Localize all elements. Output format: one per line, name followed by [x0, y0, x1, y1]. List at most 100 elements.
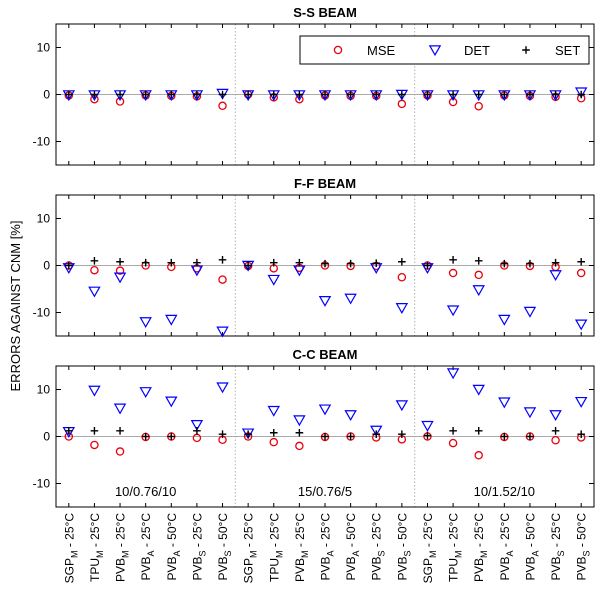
y-tick-label: 0: [43, 259, 50, 273]
category-sub: S: [556, 550, 566, 556]
category-base: PVB: [319, 557, 333, 581]
set-point: [372, 430, 381, 438]
category-label: SGPM - 25°C: [62, 513, 79, 584]
legend-marker-det: [428, 45, 442, 57]
series-det: [62, 368, 588, 440]
category-base: PVB: [216, 557, 230, 581]
category-label: PVBA - 25°C: [498, 513, 515, 581]
panel-title: F-F BEAM: [294, 176, 356, 191]
category-base: SGP: [62, 558, 76, 583]
det-point: [267, 274, 280, 286]
set-point: [65, 427, 73, 435]
category-temp: - 25°C: [370, 513, 384, 551]
det-point: [523, 306, 537, 318]
category-base: PVB: [370, 557, 384, 581]
set-point: [500, 432, 509, 441]
y-tick-label: -10: [33, 306, 51, 320]
mse-point: [474, 270, 483, 280]
set-point: [65, 261, 73, 270]
panel-1: S-S BEAM -10 0 10 MSE DET SET: [33, 5, 595, 166]
det-point: [139, 387, 152, 398]
category-sub: S: [197, 550, 207, 556]
set-point: [244, 261, 252, 270]
set-point: [321, 432, 329, 441]
legend-marker-mse: [333, 45, 343, 55]
set-point: [423, 261, 432, 270]
set-point: [321, 259, 329, 268]
y-tick-label: -10: [33, 477, 51, 491]
category-sub: A: [505, 550, 515, 556]
set-point: [193, 258, 201, 267]
mse-point: [448, 438, 458, 448]
category-temp: - 25°C: [498, 513, 512, 551]
set-point: [398, 257, 406, 266]
category-temp: - 25°C: [293, 513, 307, 551]
det-point: [446, 368, 460, 380]
category-base: PVB: [498, 557, 512, 581]
det-point: [190, 419, 204, 431]
set-point: [269, 258, 278, 267]
category-sub: M: [274, 550, 284, 558]
det-point: [574, 87, 588, 99]
set-point: [372, 90, 381, 99]
det-point: [318, 295, 332, 307]
category-base: PVB: [523, 557, 537, 581]
category-base: PVB: [293, 558, 307, 582]
set-point: [65, 90, 73, 99]
category-base: PVB: [165, 557, 179, 581]
set-point: [116, 257, 124, 266]
set-point: [474, 257, 483, 265]
mse-point: [474, 451, 483, 460]
mse-point: [448, 97, 458, 107]
set-point: [398, 430, 406, 438]
y-tick-label: -10: [33, 135, 51, 149]
group-label: 10/1.52/10: [474, 484, 535, 499]
mse-point: [115, 447, 125, 456]
series-set: [65, 256, 585, 270]
category-temp: - 25°C: [190, 513, 204, 551]
det-point: [395, 400, 409, 412]
category-sub: M: [249, 550, 259, 558]
set-point: [218, 90, 227, 99]
set-point: [526, 90, 534, 99]
category-temp: - 25°C: [267, 513, 281, 551]
y-tick-label: 0: [43, 88, 50, 102]
set-point: [269, 90, 278, 99]
panel-title: C-C BEAM: [293, 347, 358, 362]
det-point: [88, 286, 101, 298]
mse-point: [218, 101, 227, 111]
det-point: [267, 405, 280, 417]
category-label: PVBS - 25°C: [190, 513, 207, 581]
category-base: TPU: [447, 558, 461, 582]
set-point: [90, 257, 99, 265]
set-point: [295, 90, 304, 99]
category-temp: - 50°C: [165, 513, 179, 551]
mse-point: [269, 437, 279, 447]
det-point: [549, 270, 562, 282]
mse-point: [397, 272, 407, 282]
legend-label-det: DET: [464, 43, 490, 58]
set-point: [398, 90, 406, 99]
set-point: [449, 256, 457, 264]
det-point: [88, 385, 101, 397]
category-label: PVBA - 25°C: [319, 513, 336, 581]
category-sub: S: [377, 550, 387, 556]
series-set: [65, 90, 585, 99]
set-point: [346, 432, 355, 441]
det-point: [498, 397, 511, 409]
mse-point: [576, 268, 586, 278]
category-temp: - 50°C: [523, 513, 537, 551]
set-point: [116, 427, 124, 435]
legend-marker-set: [522, 46, 530, 54]
category-temp: - 25°C: [114, 513, 128, 551]
set-point: [577, 90, 585, 99]
category-sub: M: [121, 550, 131, 558]
set-point: [551, 427, 560, 435]
category-sub: A: [351, 550, 361, 556]
category-temp: - 50°C: [395, 513, 409, 551]
set-point: [141, 258, 150, 267]
panel-title: S-S BEAM: [293, 5, 357, 20]
set-point: [449, 427, 457, 435]
